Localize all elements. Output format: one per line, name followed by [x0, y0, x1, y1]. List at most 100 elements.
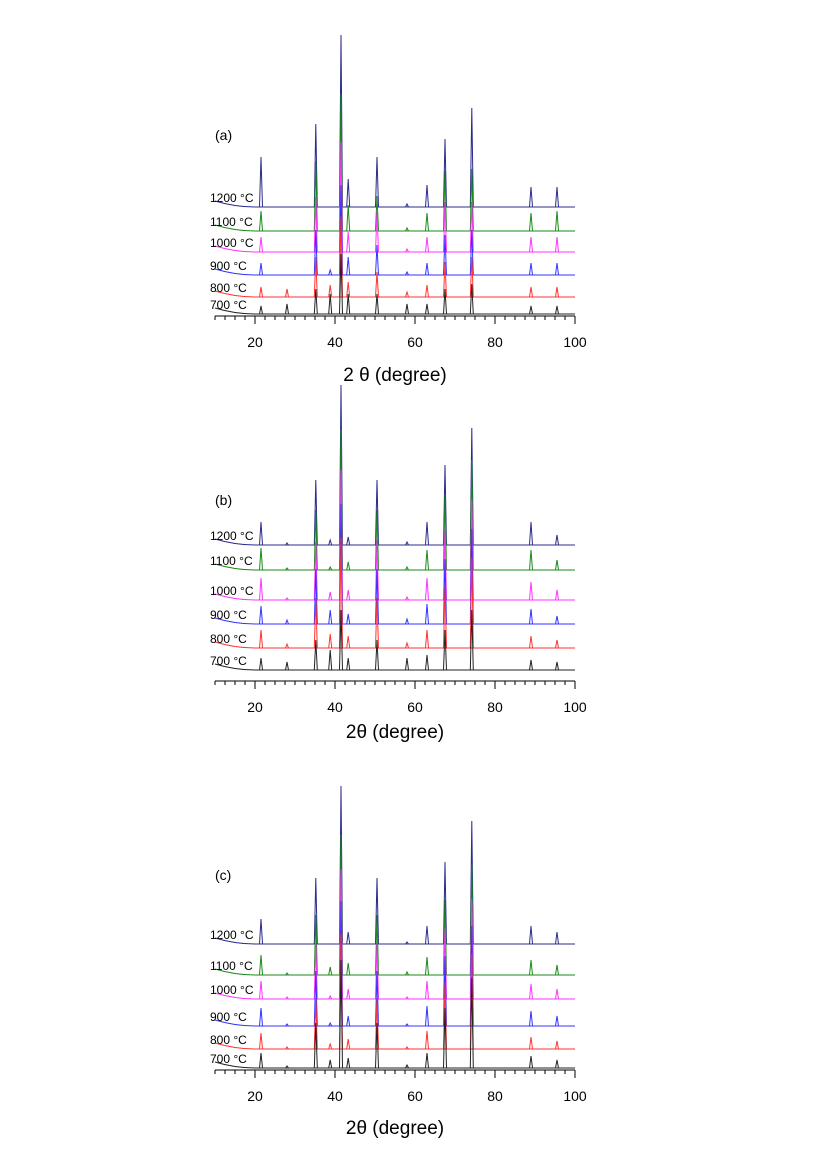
x-tick-label: 60: [407, 1088, 423, 1104]
peak: [328, 284, 333, 298]
peak: [555, 236, 559, 253]
baseline: [214, 663, 575, 671]
peak: [405, 270, 409, 276]
series-label: 800 °C: [210, 281, 247, 295]
peak: [443, 861, 447, 945]
series-label: 1000 °C: [210, 236, 254, 250]
peak: [443, 587, 447, 649]
peak: [328, 994, 333, 1000]
peak: [313, 970, 318, 1027]
peak: [313, 229, 318, 276]
peak: [313, 914, 318, 976]
x-axis-label: 2 θ (degree): [343, 365, 447, 386]
peak: [405, 641, 409, 649]
peak: [555, 639, 559, 649]
peak: [555, 210, 559, 232]
peak: [259, 262, 263, 276]
peak: [443, 529, 447, 601]
peak: [529, 236, 533, 253]
peak: [375, 293, 379, 315]
peak: [285, 1023, 289, 1027]
baseline: [214, 641, 575, 649]
peak: [313, 639, 318, 671]
x-axis-label: 2θ (degree): [346, 1118, 444, 1139]
peak: [313, 1022, 318, 1069]
peak: [425, 577, 429, 601]
peak: [375, 1022, 379, 1069]
peak: [529, 262, 533, 276]
peak: [425, 521, 429, 546]
peak: [405, 290, 409, 298]
peak: [259, 577, 263, 601]
x-tick-label: 80: [487, 334, 503, 350]
peak: [346, 962, 351, 976]
series-label: 1000 °C: [210, 584, 254, 598]
peak: [529, 581, 533, 601]
peak: [375, 539, 379, 601]
x-axis-label: 2θ (degree): [346, 722, 444, 743]
peak: [405, 1046, 409, 1050]
series-label: 1200 °C: [210, 529, 254, 543]
peak: [328, 633, 333, 649]
series-label: 1200 °C: [210, 191, 254, 205]
baseline: [214, 937, 575, 945]
peak: [259, 236, 263, 253]
peak: [346, 931, 351, 945]
x-tick-label: 20: [247, 334, 263, 350]
peak: [346, 293, 351, 315]
peak: [339, 609, 343, 671]
peak: [328, 1021, 333, 1027]
peak: [328, 268, 333, 276]
peak: [555, 1059, 559, 1069]
peak: [328, 1059, 333, 1069]
peak: [425, 236, 429, 253]
peak: [285, 642, 289, 649]
peak: [469, 256, 474, 298]
peak: [328, 966, 333, 976]
x-tick-label: 80: [487, 699, 503, 715]
peak: [425, 925, 429, 945]
peak: [529, 608, 533, 625]
baseline: [214, 307, 575, 315]
x-tick-label: 100: [563, 699, 587, 715]
peak: [405, 540, 409, 546]
peak: [259, 156, 263, 208]
peak: [555, 964, 559, 976]
baseline: [214, 224, 575, 232]
x-tick-label: 60: [407, 699, 423, 715]
peak: [346, 1057, 351, 1069]
peak: [328, 591, 333, 601]
peak: [346, 281, 351, 298]
peak: [328, 609, 333, 625]
peak: [555, 661, 559, 671]
peak: [346, 178, 351, 208]
peak: [285, 567, 289, 571]
peak: [555, 534, 559, 546]
peak: [375, 479, 379, 546]
peak: [469, 283, 474, 315]
series-label: 800 °C: [210, 632, 247, 646]
series-label: 1000 °C: [210, 983, 254, 997]
peak: [469, 107, 474, 208]
series-label: 900 °C: [210, 1010, 247, 1024]
peak: [529, 925, 533, 945]
peak: [375, 639, 379, 671]
peak: [425, 1052, 429, 1069]
peak: [313, 479, 318, 546]
peak: [555, 988, 559, 1000]
peak: [285, 1046, 289, 1050]
peak: [285, 661, 289, 671]
peak: [405, 226, 409, 232]
peak: [529, 549, 533, 571]
peak: [443, 138, 447, 208]
series-label: 1100 °C: [210, 215, 253, 229]
peak: [285, 288, 289, 298]
peak: [555, 186, 559, 208]
peak: [405, 303, 409, 315]
peak: [346, 536, 351, 546]
peak: [555, 559, 559, 571]
series-label: 700 °C: [210, 654, 247, 668]
peak: [259, 629, 263, 649]
peak: [375, 244, 379, 276]
peak: [346, 561, 351, 571]
